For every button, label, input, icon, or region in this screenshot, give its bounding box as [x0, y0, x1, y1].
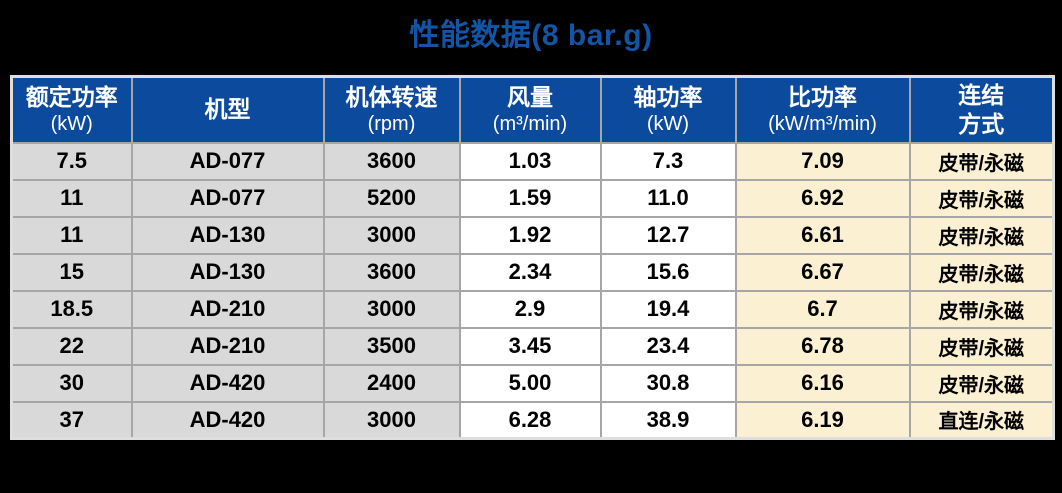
table-cell: 皮带/永磁 [908, 215, 1055, 255]
table-cell: 30 [10, 363, 133, 403]
performance-table: 额定功率 (kW) 机型 机体转速 (rpm) 风量 (m³/min) 轴功率 [10, 75, 1055, 440]
header-unit: (rpm) [367, 112, 416, 135]
table-cell: AD-420 [130, 363, 325, 403]
col-header-air-flow: 风量 (m³/min) [458, 75, 602, 144]
table-cell: 6.92 [734, 178, 911, 218]
table-cell: 2400 [322, 363, 461, 403]
table-cell: 5200 [322, 178, 461, 218]
col-header-shaft-power: 轴功率 (kW) [599, 75, 737, 144]
table-cell: 3500 [322, 326, 461, 366]
header-row: 额定功率 (kW) 机型 机体转速 (rpm) 风量 (m³/min) 轴功率 [10, 75, 1055, 144]
col-header-rated-power: 额定功率 (kW) [10, 75, 133, 144]
table-cell: 皮带/永磁 [908, 363, 1055, 403]
table-cell: 3000 [322, 215, 461, 255]
table-row: 11 AD-130 3000 1.92 12.7 6.61 皮带/永磁 [10, 215, 1055, 255]
table-cell: 18.5 [10, 289, 133, 329]
header-unit: (kW) [50, 112, 93, 135]
table-cell: 11 [10, 215, 133, 255]
header-label: 额定功率 [25, 83, 118, 110]
table-cell: 23.4 [599, 326, 737, 366]
table-cell: 1.03 [458, 141, 602, 181]
table-cell: 6.28 [458, 400, 602, 440]
table-cell: 38.9 [599, 400, 737, 440]
table-cell: 皮带/永磁 [908, 326, 1055, 366]
col-header-rotation-speed: 机体转速 (rpm) [322, 75, 461, 144]
table-body: 7.5 AD-077 3600 1.03 7.3 7.09 皮带/永磁 11 A… [10, 141, 1055, 440]
table-cell: 3000 [322, 400, 461, 440]
col-header-connection-type: 连结 方式 [908, 75, 1055, 144]
header-unit: (kW/m³/min) [768, 112, 877, 135]
table-row: 22 AD-210 3500 3.45 23.4 6.78 皮带/永磁 [10, 326, 1055, 366]
header-label: 比功率 [788, 83, 857, 110]
header-unit: (m³/min) [492, 112, 568, 135]
table-cell: AD-077 [130, 141, 325, 181]
table-cell: 5.00 [458, 363, 602, 403]
table-row: 7.5 AD-077 3600 1.03 7.3 7.09 皮带/永磁 [10, 141, 1055, 181]
table-row: 37 AD-420 3000 6.28 38.9 6.19 直连/永磁 [10, 400, 1055, 440]
table-cell: 6.19 [734, 400, 911, 440]
table-cell: 6.16 [734, 363, 911, 403]
table-cell: 22 [10, 326, 133, 366]
table-cell: 3.45 [458, 326, 602, 366]
table-cell: AD-210 [130, 326, 325, 366]
table-cell: 3000 [322, 289, 461, 329]
header-label: 机体转速 [345, 83, 438, 110]
table-row: 15 AD-130 3600 2.34 15.6 6.67 皮带/永磁 [10, 252, 1055, 292]
table-cell: 皮带/永磁 [908, 178, 1055, 218]
performance-table-container: 额定功率 (kW) 机型 机体转速 (rpm) 风量 (m³/min) 轴功率 [10, 75, 1055, 440]
page-title: 性能数据(8 bar.g) [409, 19, 653, 52]
table-cell: AD-420 [130, 400, 325, 440]
table-cell: 直连/永磁 [908, 400, 1055, 440]
table-cell: 皮带/永磁 [908, 289, 1055, 329]
table-header: 额定功率 (kW) 机型 机体转速 (rpm) 风量 (m³/min) 轴功率 [10, 75, 1055, 144]
table-cell: 6.67 [734, 252, 911, 292]
header-label: 连结 [958, 82, 1005, 108]
table-row: 18.5 AD-210 3000 2.9 19.4 6.7 皮带/永磁 [10, 289, 1055, 329]
table-cell: AD-210 [130, 289, 325, 329]
table-cell: 30.8 [599, 363, 737, 403]
table-cell: 7.09 [734, 141, 911, 181]
table-cell: 15 [10, 252, 133, 292]
table-cell: 3600 [322, 252, 461, 292]
col-header-specific-power: 比功率 (kW/m³/min) [734, 75, 911, 144]
table-cell: 15.6 [599, 252, 737, 292]
table-cell: AD-130 [130, 252, 325, 292]
table-row: 11 AD-077 5200 1.59 11.0 6.92 皮带/永磁 [10, 178, 1055, 218]
table-cell: 37 [10, 400, 133, 440]
table-cell: 6.78 [734, 326, 911, 366]
col-header-model: 机型 [130, 75, 325, 144]
table-cell: 12.7 [599, 215, 737, 255]
table-cell: 6.61 [734, 215, 911, 255]
table-cell: 皮带/永磁 [908, 141, 1055, 181]
table-cell: AD-077 [130, 178, 325, 218]
table-cell: AD-130 [130, 215, 325, 255]
table-cell: 2.34 [458, 252, 602, 292]
table-cell: 1.59 [458, 178, 602, 218]
header-label: 风量 [507, 83, 553, 110]
header-label: 机型 [204, 96, 251, 123]
table-cell: 19.4 [599, 289, 737, 329]
header-label: 轴功率 [633, 83, 703, 110]
table-cell: 11.0 [599, 178, 737, 218]
table-cell: 7.3 [599, 141, 737, 181]
table-cell: 7.5 [10, 141, 133, 181]
table-row: 30 AD-420 2400 5.00 30.8 6.16 皮带/永磁 [10, 363, 1055, 403]
table-cell: 2.9 [458, 289, 602, 329]
table-cell: 皮带/永磁 [908, 252, 1055, 292]
table-cell: 1.92 [458, 215, 602, 255]
table-cell: 11 [10, 178, 133, 218]
header-label-line2: 方式 [958, 110, 1005, 137]
table-cell: 6.7 [734, 289, 911, 329]
table-cell: 3600 [322, 141, 461, 181]
header-unit: (kW) [646, 112, 690, 135]
